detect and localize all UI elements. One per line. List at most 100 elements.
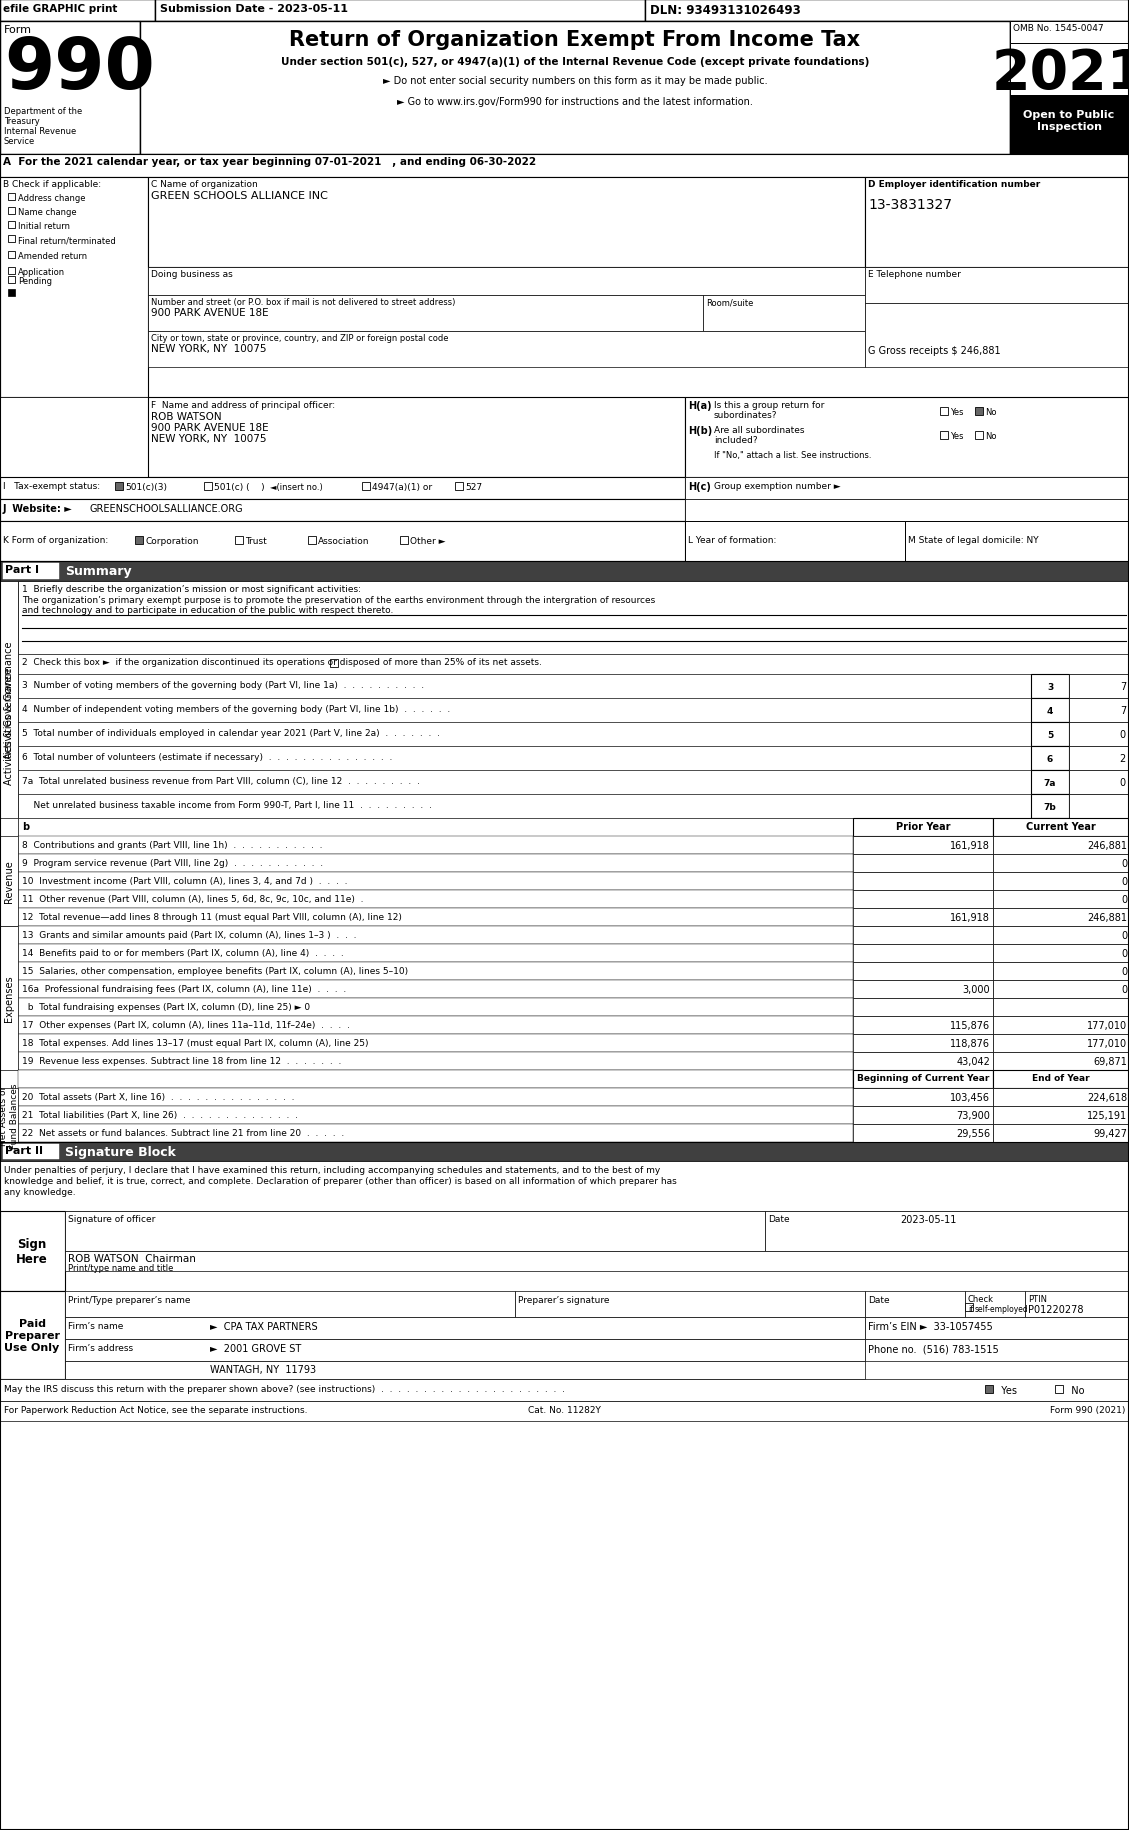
Bar bbox=[18, 1016, 854, 1034]
Text: Check: Check bbox=[968, 1294, 994, 1303]
Text: Are all subordinates: Are all subordinates bbox=[714, 426, 805, 436]
Bar bbox=[1069, 747, 1129, 770]
Text: 73,900: 73,900 bbox=[956, 1111, 990, 1120]
Text: 501(c) (    ): 501(c) ( ) bbox=[215, 483, 264, 492]
Text: 22  Net assets or fund balances. Subtract line 21 from line 20  .  .  .  .  .: 22 Net assets or fund balances. Subtract… bbox=[21, 1129, 344, 1138]
Text: ► Go to www.irs.gov/Form990 for instructions and the latest information.: ► Go to www.irs.gov/Form990 for instruct… bbox=[397, 97, 753, 106]
Bar bbox=[0, 836, 18, 926]
Text: M State of legal domicile: NY: M State of legal domicile: NY bbox=[908, 536, 1039, 545]
Bar bbox=[0, 1142, 1129, 1162]
Bar bbox=[994, 1089, 1129, 1107]
Bar bbox=[18, 794, 1031, 818]
Text: 161,918: 161,918 bbox=[951, 840, 990, 851]
Bar bbox=[854, 963, 994, 981]
Text: Beginning of Current Year: Beginning of Current Year bbox=[857, 1074, 989, 1082]
Text: 501(c)(3): 501(c)(3) bbox=[125, 483, 167, 492]
Text: E Telephone number: E Telephone number bbox=[868, 269, 961, 278]
Bar bbox=[0, 22, 140, 156]
Bar bbox=[994, 963, 1129, 981]
Text: Firm’s EIN ►  33-1057455: Firm’s EIN ► 33-1057455 bbox=[868, 1321, 992, 1330]
Bar bbox=[0, 397, 148, 478]
Bar bbox=[18, 818, 854, 836]
Bar bbox=[940, 408, 948, 415]
Text: 18  Total expenses. Add lines 13–17 (must equal Part IX, column (A), line 25): 18 Total expenses. Add lines 13–17 (must… bbox=[21, 1038, 368, 1047]
Bar bbox=[1010, 44, 1129, 95]
Bar bbox=[975, 432, 983, 439]
Text: 7a  Total unrelated business revenue from Part VIII, column (C), line 12  .  .  : 7a Total unrelated business revenue from… bbox=[21, 776, 420, 785]
Text: 9  Program service revenue (Part VIII, line 2g)  .  .  .  .  .  .  .  .  .  .  .: 9 Program service revenue (Part VIII, li… bbox=[21, 858, 323, 867]
Bar bbox=[854, 818, 994, 836]
Bar bbox=[148, 296, 703, 331]
Bar bbox=[865, 1292, 965, 1318]
Text: H(b): H(b) bbox=[688, 426, 712, 436]
Text: 19  Revenue less expenses. Subtract line 18 from line 12  .  .  .  .  .  .  .: 19 Revenue less expenses. Subtract line … bbox=[21, 1056, 341, 1065]
Text: Group exemption number ►: Group exemption number ► bbox=[714, 481, 841, 490]
Text: 0: 0 bbox=[1121, 858, 1127, 869]
Bar bbox=[854, 1016, 994, 1034]
Bar bbox=[3, 1144, 59, 1160]
Bar bbox=[65, 1292, 515, 1318]
Text: self-employed: self-employed bbox=[975, 1305, 1029, 1314]
Text: For Paperwork Reduction Act Notice, see the separate instructions.: For Paperwork Reduction Act Notice, see … bbox=[5, 1405, 307, 1415]
Bar bbox=[865, 304, 1129, 368]
Text: If "No," attach a list. See instructions.: If "No," attach a list. See instructions… bbox=[714, 450, 872, 459]
Bar bbox=[765, 1211, 1129, 1252]
Bar bbox=[18, 747, 1031, 770]
Text: 0: 0 bbox=[1121, 895, 1127, 904]
Bar bbox=[204, 483, 212, 490]
Bar bbox=[865, 1340, 1129, 1362]
Bar bbox=[1069, 699, 1129, 723]
Text: Yes: Yes bbox=[949, 408, 963, 417]
Text: 527: 527 bbox=[465, 483, 482, 492]
Bar bbox=[994, 1052, 1129, 1071]
Bar bbox=[975, 408, 983, 415]
Text: 7: 7 bbox=[1120, 706, 1126, 716]
Text: Trust: Trust bbox=[245, 536, 266, 545]
Bar bbox=[18, 770, 1031, 794]
Text: subordinates?: subordinates? bbox=[714, 410, 778, 419]
Bar bbox=[330, 659, 338, 668]
Text: 3  Number of voting members of the governing body (Part VI, line 1a)  .  .  .  .: 3 Number of voting members of the govern… bbox=[21, 681, 425, 690]
Text: Activities & Governance: Activities & Governance bbox=[5, 640, 14, 759]
Text: D Employer identification number: D Employer identification number bbox=[868, 179, 1040, 188]
Bar bbox=[0, 1402, 1129, 1422]
Text: I   Tax-exempt status:: I Tax-exempt status: bbox=[3, 481, 100, 490]
Text: 125,191: 125,191 bbox=[1087, 1111, 1127, 1120]
Text: Submission Date - 2023-05-11: Submission Date - 2023-05-11 bbox=[160, 4, 348, 15]
Bar bbox=[854, 944, 994, 963]
Text: 900 PARK AVENUE 18E: 900 PARK AVENUE 18E bbox=[151, 423, 269, 432]
Bar bbox=[854, 1107, 994, 1124]
Bar bbox=[0, 1292, 65, 1380]
Text: 118,876: 118,876 bbox=[949, 1038, 990, 1049]
Text: 990: 990 bbox=[5, 35, 155, 104]
Bar bbox=[0, 1380, 1129, 1402]
Text: Pending: Pending bbox=[18, 276, 52, 285]
Text: 99,427: 99,427 bbox=[1093, 1129, 1127, 1138]
Text: 69,871: 69,871 bbox=[1093, 1056, 1127, 1067]
Text: 6  Total number of volunteers (estimate if necessary)  .  .  .  .  .  .  .  .  .: 6 Total number of volunteers (estimate i… bbox=[21, 752, 393, 761]
Bar bbox=[18, 723, 1031, 747]
Text: Room/suite: Room/suite bbox=[706, 298, 753, 307]
Bar bbox=[1010, 95, 1129, 156]
Bar bbox=[940, 432, 948, 439]
Text: The organization’s primary exempt purpose is to promote the preservation of the : The organization’s primary exempt purpos… bbox=[21, 597, 655, 604]
Text: L Year of formation:: L Year of formation: bbox=[688, 536, 777, 545]
Text: Open to Public
Inspection: Open to Public Inspection bbox=[1023, 110, 1114, 132]
Bar bbox=[994, 1071, 1129, 1089]
Bar bbox=[994, 944, 1129, 963]
Text: Is this a group return for: Is this a group return for bbox=[714, 401, 824, 410]
Text: C Name of organization: C Name of organization bbox=[151, 179, 257, 188]
Bar bbox=[0, 926, 18, 1071]
Bar bbox=[854, 908, 994, 926]
Text: NEW YORK, NY  10075: NEW YORK, NY 10075 bbox=[151, 434, 266, 443]
Bar bbox=[400, 536, 408, 545]
Text: Doing business as: Doing business as bbox=[151, 269, 233, 278]
Text: A  For the 2021 calendar year, or tax year beginning 07-01-2021   , and ending 0: A For the 2021 calendar year, or tax yea… bbox=[3, 157, 536, 167]
Text: 14  Benefits paid to or for members (Part IX, column (A), line 4)  .  .  .  .: 14 Benefits paid to or for members (Part… bbox=[21, 948, 343, 957]
Bar bbox=[994, 873, 1129, 891]
Text: 5  Total number of individuals employed in calendar year 2021 (Part V, line 2a) : 5 Total number of individuals employed i… bbox=[21, 728, 440, 737]
Text: 4: 4 bbox=[1047, 706, 1053, 716]
Text: 3: 3 bbox=[1047, 683, 1053, 692]
Text: Net unrelated business taxable income from Form 990-T, Part I, line 11  .  .  . : Net unrelated business taxable income fr… bbox=[21, 800, 432, 809]
Text: 246,881: 246,881 bbox=[1087, 913, 1127, 922]
